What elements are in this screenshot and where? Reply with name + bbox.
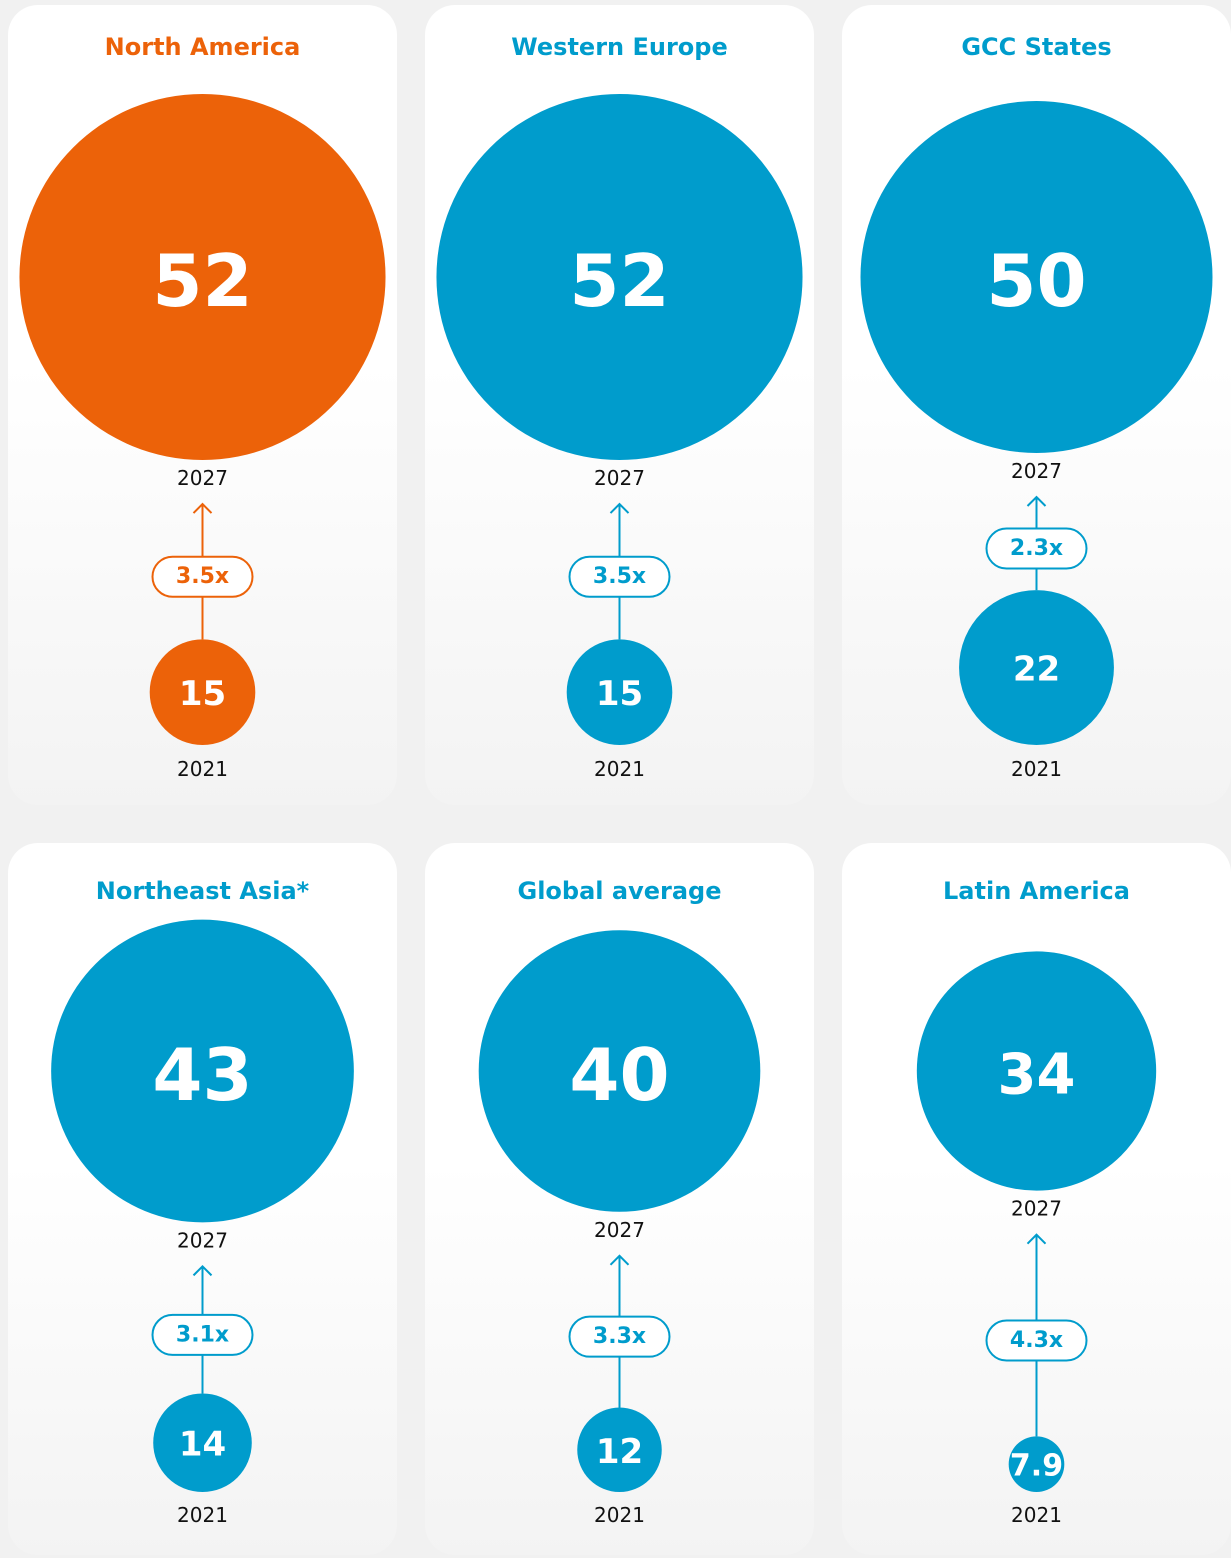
growth-pill <box>568 1315 671 1358</box>
value-label: 7.9 <box>1010 1449 1063 1484</box>
bubble-2027 <box>51 919 354 1223</box>
year-label: 2021 <box>177 757 228 781</box>
arrow-head <box>609 1254 630 1266</box>
value-label: 40 <box>569 1033 669 1117</box>
year-label: 2027 <box>177 466 228 490</box>
value-label: 34 <box>998 1043 1076 1108</box>
year-label: 2021 <box>1011 757 1062 781</box>
year-label: 2021 <box>594 757 645 781</box>
year-label: 2021 <box>594 1503 645 1527</box>
panel-title: Latin America <box>943 877 1130 905</box>
bubble-2027 <box>916 951 1157 1191</box>
growth-pill <box>985 527 1088 570</box>
growth-pill <box>151 555 254 598</box>
year-label: 2027 <box>594 1218 645 1242</box>
panel-title: Northeast Asia* <box>96 877 310 905</box>
arrow-head <box>192 1264 213 1277</box>
bubble-2027 <box>860 101 1213 453</box>
growth-label: 3.5x <box>176 564 229 589</box>
panel-title: Western Europe <box>511 33 727 61</box>
year-label: 2027 <box>177 1228 228 1252</box>
growth-pill <box>985 1319 1088 1362</box>
bubble-2021 <box>959 590 1114 745</box>
panel-title: GCC States <box>961 33 1111 61</box>
bubble-2021 <box>149 639 256 745</box>
year-label: 2021 <box>177 1503 228 1527</box>
growth-label: 3.3x <box>593 1324 646 1349</box>
panel-title: North America <box>105 33 301 61</box>
bubble-2027 <box>436 93 803 461</box>
arrow-head <box>1026 495 1047 507</box>
value-label: 14 <box>179 1425 226 1465</box>
value-label: 43 <box>152 1033 252 1117</box>
year-label: 2027 <box>594 466 645 490</box>
bubble-2021 <box>577 1407 662 1492</box>
panel-title: Global average <box>518 877 722 905</box>
growth-label: 2.3x <box>1010 536 1063 561</box>
growth-label: 3.5x <box>593 564 646 589</box>
year-label: 2027 <box>1011 459 1062 483</box>
bubble-2021 <box>566 639 673 745</box>
bubble-2027 <box>478 930 761 1212</box>
arrow-head <box>1026 1233 1047 1245</box>
arrow-head <box>192 502 213 514</box>
growth-label: 3.1x <box>176 1322 229 1347</box>
value-label: 12 <box>596 1432 643 1472</box>
value-label: 15 <box>179 674 226 714</box>
value-label: 50 <box>986 239 1086 323</box>
value-label: 15 <box>596 674 643 714</box>
bubble-2021 <box>153 1393 252 1492</box>
bubble-2027 <box>19 93 386 461</box>
growth-pill <box>151 1313 254 1356</box>
arrow-head <box>609 502 630 514</box>
value-label: 52 <box>152 239 252 323</box>
growth-pill <box>568 555 671 598</box>
year-label: 2027 <box>1011 1197 1062 1221</box>
year-label: 2021 <box>1011 1503 1062 1527</box>
value-label: 52 <box>569 239 669 323</box>
value-label: 22 <box>1013 650 1060 690</box>
growth-label: 4.3x <box>1010 1328 1063 1353</box>
bubble-2021 <box>1008 1436 1065 1492</box>
